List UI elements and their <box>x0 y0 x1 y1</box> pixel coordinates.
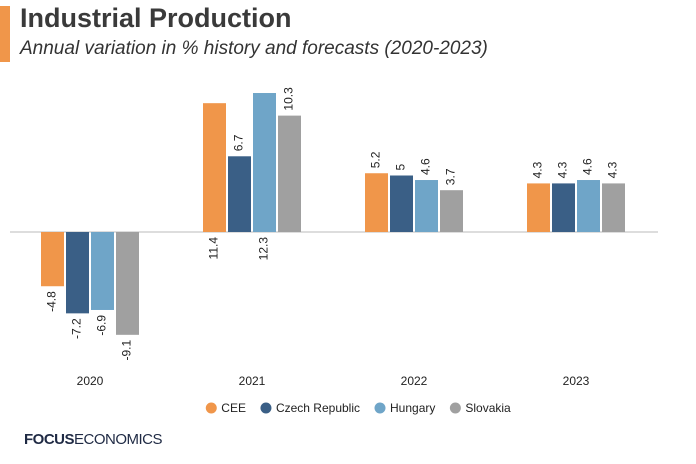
bar <box>577 180 600 232</box>
value-label: 4.6 <box>419 158 433 175</box>
value-label: 4.6 <box>581 158 595 175</box>
x-tick-label: 2020 <box>77 374 104 388</box>
value-label: 12.3 <box>257 237 271 261</box>
bar <box>253 93 276 232</box>
value-label: -4.8 <box>45 291 59 312</box>
x-tick-label: 2023 <box>563 374 590 388</box>
legend: CEE Czech Republic Hungary Slovakia <box>205 401 511 415</box>
title-accent <box>0 6 10 62</box>
bar <box>527 183 550 232</box>
bar <box>228 156 251 232</box>
logo-light: ECONOMICS <box>74 431 163 448</box>
value-label: 5.2 <box>369 151 383 168</box>
value-label: 11.4 <box>207 237 221 260</box>
value-label: -6.9 <box>95 315 109 336</box>
bar <box>116 232 139 335</box>
bar <box>203 103 226 233</box>
value-label: 10.3 <box>282 87 296 111</box>
value-label: 4.3 <box>531 161 545 178</box>
logo-bold: FOCUS <box>24 431 74 448</box>
chart-title: Industrial Production <box>20 3 292 33</box>
legend-label: Czech Republic <box>276 401 360 415</box>
bar <box>390 175 413 232</box>
value-label: 5 <box>394 164 408 171</box>
bar <box>440 190 463 232</box>
legend-label: Slovakia <box>465 401 511 415</box>
bar <box>365 173 388 232</box>
legend-marker <box>374 402 386 414</box>
value-label: 4.3 <box>606 161 620 178</box>
legend-marker <box>260 402 272 414</box>
bar <box>552 183 575 232</box>
value-label: -9.1 <box>120 340 134 361</box>
bar <box>66 232 89 314</box>
legend-label: Hungary <box>390 401 435 415</box>
bar <box>602 183 625 232</box>
value-label: 4.3 <box>556 161 570 178</box>
legend-marker <box>449 402 461 414</box>
bar <box>41 232 64 287</box>
bar <box>415 180 438 232</box>
value-label: -7.2 <box>70 318 84 339</box>
legend-marker <box>205 402 217 414</box>
chart-subtitle: Annual variation in % history and foreca… <box>19 38 488 59</box>
bar <box>91 232 114 310</box>
value-label: 6.7 <box>232 134 246 151</box>
x-tick-label: 2021 <box>239 374 266 388</box>
value-label: 3.7 <box>444 168 458 185</box>
x-tick-label: 2022 <box>401 374 428 388</box>
legend-label: CEE <box>221 401 246 415</box>
bar <box>278 115 301 232</box>
logo: FOCUSECONOMICS <box>24 431 163 448</box>
